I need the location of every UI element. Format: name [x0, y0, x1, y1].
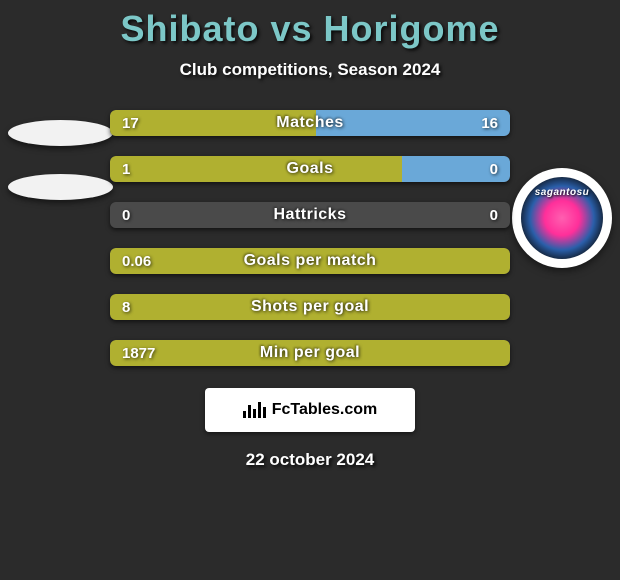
stat-label: Goals per match — [110, 248, 510, 274]
stat-label: Shots per goal — [110, 294, 510, 320]
ellipse-badge-1 — [8, 120, 113, 146]
stat-label: Matches — [110, 110, 510, 136]
date-text: 22 october 2024 — [246, 450, 375, 470]
stat-row: 8Shots per goal — [110, 294, 510, 320]
stat-bars: 1716Matches 10Goals 00Hattricks 0.06Goals p… — [110, 110, 510, 366]
attribution-text: FcTables.com — [272, 401, 378, 419]
stat-row: 00Hattricks — [110, 202, 510, 228]
page-title: Shibato vs Horigome — [120, 8, 499, 50]
stat-label: Min per goal — [110, 340, 510, 366]
stat-label: Goals — [110, 156, 510, 182]
subtitle: Club competitions, Season 2024 — [180, 60, 441, 80]
stat-row: 1877Min per goal — [110, 340, 510, 366]
club-logo-badge: sagantosu — [512, 168, 612, 268]
bar-chart-icon — [243, 402, 266, 418]
stat-row: 1716Matches — [110, 110, 510, 136]
stat-label: Hattricks — [110, 202, 510, 228]
stats-area: sagantosu 1716Matches 10Goals 00Hattricks 0… — [0, 110, 620, 366]
club-logo-inner: sagantosu — [521, 177, 603, 259]
club-logo-text: sagantosu — [535, 187, 590, 198]
root-container: Shibato vs Horigome Club competitions, S… — [0, 0, 620, 470]
attribution-badge: FcTables.com — [205, 388, 415, 432]
stat-row: 0.06Goals per match — [110, 248, 510, 274]
ellipse-badge-2 — [8, 174, 113, 200]
stat-row: 10Goals — [110, 156, 510, 182]
